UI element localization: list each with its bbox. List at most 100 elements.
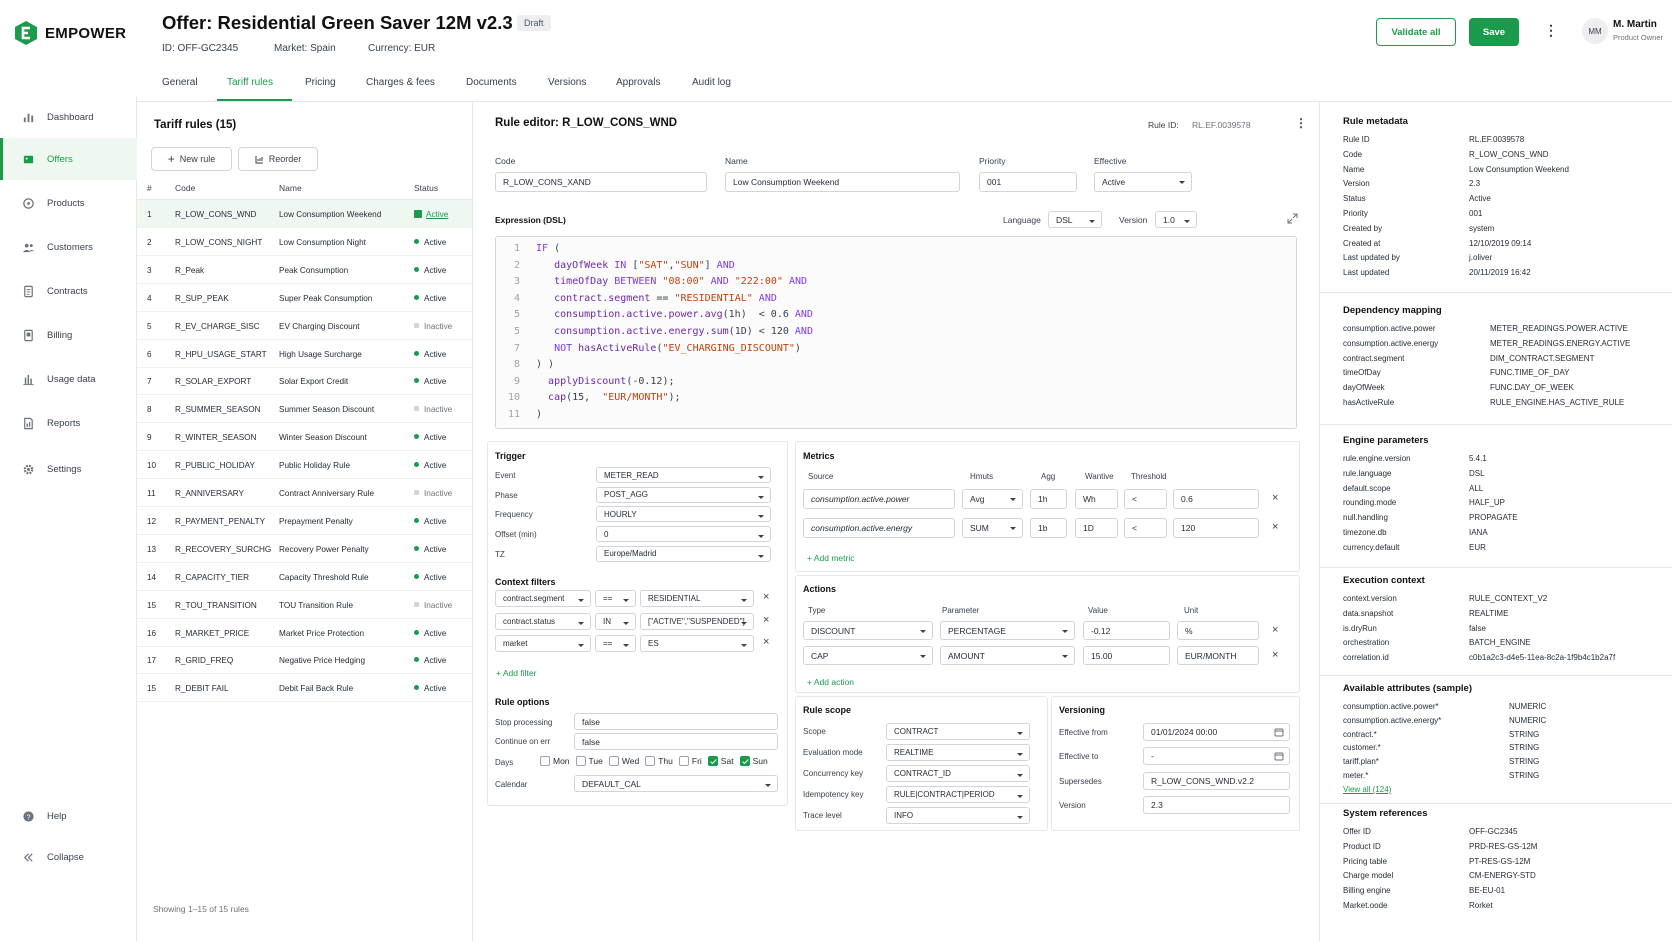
tab-pricing[interactable]: Pricing	[305, 77, 336, 88]
editor-more-icon[interactable]: ⋮	[1295, 116, 1307, 130]
sidebar-item-contracts[interactable]: Contracts	[0, 270, 137, 312]
code-input[interactable]: R_LOW_CONS_XAND	[495, 172, 707, 192]
checkbox-icon[interactable]	[645, 756, 656, 766]
trigger-field-select[interactable]: HOURLY	[596, 506, 771, 523]
avatar[interactable]: MM	[1582, 18, 1608, 44]
continue-on-error-input[interactable]: false	[574, 733, 778, 750]
filter-operator-select[interactable]: ==	[595, 635, 636, 652]
action-unit-input[interactable]: EUR/MONTH	[1177, 646, 1259, 665]
day-checkbox-sat[interactable]: Sat	[707, 756, 734, 766]
version-field-input[interactable]: 2.3	[1143, 796, 1290, 814]
table-row[interactable]: 11 R_ANNIVERSARY Contract Anniversary Rule…	[137, 479, 472, 507]
checkbox-icon[interactable]	[575, 756, 586, 766]
filter-value-select[interactable]: ["ACTIVE","SUSPENDED"]	[640, 612, 754, 630]
filter-operator-select[interactable]: ==	[595, 590, 636, 607]
tab-versions[interactable]: Versions	[548, 77, 587, 88]
table-row[interactable]: 3 R_Peak Peak Consumption Active	[137, 256, 472, 284]
action-value-input[interactable]: -0.12	[1083, 621, 1170, 640]
checkbox-icon[interactable]	[739, 756, 750, 766]
sidebar-item-offers[interactable]: Offers	[0, 138, 137, 180]
metric-unit-input[interactable]: 1D	[1075, 518, 1118, 538]
remove-filter-icon[interactable]: ×	[763, 591, 770, 603]
trigger-field-select[interactable]: 0	[596, 526, 771, 543]
metric-source-input[interactable]: consumption.active.power	[803, 489, 955, 509]
scope-field-select[interactable]: RULE|CONTRACT|PERIOD	[886, 786, 1030, 803]
sidebar-item-dashboard[interactable]: Dashboard	[0, 96, 137, 138]
view-all-attributes-link[interactable]: View all (124)	[1343, 784, 1392, 794]
filter-field-select[interactable]: contract.status	[495, 612, 591, 630]
filter-field-select[interactable]: contract.segment	[495, 590, 591, 607]
action-type-select[interactable]: CAP	[803, 646, 933, 665]
day-checkbox-tue[interactable]: Tue	[575, 756, 603, 766]
checkbox-icon[interactable]	[608, 756, 619, 766]
table-row[interactable]: 16 R_MARKET_PRICE Market Price Protection A…	[137, 619, 472, 647]
trigger-field-select[interactable]: POST_AGG	[596, 486, 771, 503]
table-row[interactable]: 2 R_LOW_CONS_NIGHT Low Consumption Night Ac…	[137, 228, 472, 256]
scope-field-select[interactable]: INFO	[886, 807, 1030, 824]
remove-action-icon[interactable]: ×	[1272, 649, 1279, 661]
sidebar-item-products[interactable]: Products	[0, 182, 137, 224]
brand-logo[interactable]: EMPOWER	[14, 20, 126, 46]
day-checkbox-fri[interactable]: Fri	[678, 756, 702, 766]
sidebar-item-reports[interactable]: Reports	[0, 402, 137, 444]
metric-threshold-input[interactable]: 0.6	[1173, 489, 1259, 509]
add-metric-button[interactable]: + Add metric	[807, 553, 855, 563]
name-input[interactable]: Low Consumption Weekend	[725, 172, 960, 192]
effective-to-input[interactable]: -	[1143, 747, 1290, 765]
calendar-select[interactable]: DEFAULT_CAL	[574, 775, 778, 792]
table-row[interactable]: 4 R_SUP_PEAK Super Peak Consumption Active	[137, 284, 472, 312]
tab-charges-fees[interactable]: Charges & fees	[366, 77, 435, 88]
sidebar-item-settings[interactable]: Settings	[0, 448, 137, 490]
effective-select[interactable]: Active	[1094, 172, 1192, 192]
metric-operator-input[interactable]: <	[1124, 489, 1167, 509]
help-link[interactable]: ? Help	[0, 795, 137, 837]
language-select[interactable]: DSL	[1048, 211, 1102, 228]
metric-unit-input[interactable]: Wh	[1075, 489, 1118, 509]
stop-processing-input[interactable]: false	[574, 713, 778, 730]
supersedes-input[interactable]: R_LOW_CONS_WND.v2.2	[1143, 772, 1290, 790]
version-select[interactable]: 1.0	[1155, 211, 1197, 228]
tab-general[interactable]: General	[162, 77, 198, 88]
action-parameter-select[interactable]: AMOUNT	[940, 646, 1075, 665]
action-type-select[interactable]: DISCOUNT	[803, 621, 933, 640]
table-row[interactable]: 9 R_WINTER_SEASON Winter Season Discount Ac…	[137, 423, 472, 452]
tab-approvals[interactable]: Approvals	[616, 77, 661, 88]
filter-value-select[interactable]: RESIDENTIAL	[640, 590, 754, 607]
metric-function-select[interactable]: Avg	[962, 489, 1023, 509]
table-row[interactable]: 6 R_HPU_USAGE_START High Usage Surcharge Ac…	[137, 340, 472, 368]
remove-filter-icon[interactable]: ×	[763, 636, 770, 648]
metric-threshold-input[interactable]: 120	[1173, 518, 1259, 538]
calendar-icon[interactable]	[1274, 751, 1284, 761]
table-row[interactable]: 12 R_PAYMENT_PENALTY Prepayment Penalty Act…	[137, 507, 472, 535]
expand-icon[interactable]	[1287, 213, 1298, 224]
table-row[interactable]: 15 R_TOU_TRANSITION TOU Transition Rule Ina…	[137, 591, 472, 619]
table-row[interactable]: 8 R_SUMMER_SEASON Summer Season Discount In…	[137, 395, 472, 424]
table-row[interactable]: 1 R_LOW_CONS_WND Low Consumption Weekend Ac…	[137, 200, 472, 228]
save-button[interactable]: Save	[1469, 18, 1519, 46]
sidebar-item-customers[interactable]: Customers	[0, 226, 137, 268]
checkbox-icon[interactable]	[540, 756, 550, 766]
validate-all-button[interactable]: Validate all	[1376, 18, 1456, 46]
remove-action-icon[interactable]: ×	[1272, 624, 1279, 636]
collapse-button[interactable]: Collapse	[0, 836, 137, 878]
trigger-field-select[interactable]: Europe/Madrid	[596, 545, 771, 562]
table-row[interactable]: 17 R_GRID_FREQ Negative Price Hedging Activ…	[137, 646, 472, 675]
filter-operator-select[interactable]: IN	[595, 612, 636, 630]
tab-documents[interactable]: Documents	[466, 77, 517, 88]
add-action-button[interactable]: + Add action	[807, 677, 855, 687]
calendar-icon[interactable]	[1274, 727, 1284, 737]
filter-value-select[interactable]: ES	[640, 635, 754, 652]
scope-field-select[interactable]: CONTRACT_ID	[886, 765, 1030, 782]
day-checkbox-mon[interactable]: Mon	[540, 756, 570, 766]
filter-field-select[interactable]: market	[495, 635, 591, 652]
day-checkbox-thu[interactable]: Thu	[645, 756, 673, 766]
metric-aggregation-input[interactable]: 1h	[1030, 489, 1067, 509]
new-rule-button[interactable]: + New rule	[151, 147, 232, 171]
table-row[interactable]: 15 R_DEBIT FAIL Debit Fail Back Rule Active	[137, 674, 472, 703]
scope-field-select[interactable]: REALTIME	[886, 744, 1030, 761]
remove-metric-icon[interactable]: ×	[1272, 521, 1279, 533]
tab-audit-log[interactable]: Audit log	[692, 77, 731, 88]
action-unit-input[interactable]: %	[1177, 621, 1259, 640]
metric-function-select[interactable]: SUM	[962, 518, 1023, 538]
table-row[interactable]: 7 R_SOLAR_EXPORT Solar Export Credit Active	[137, 367, 472, 396]
